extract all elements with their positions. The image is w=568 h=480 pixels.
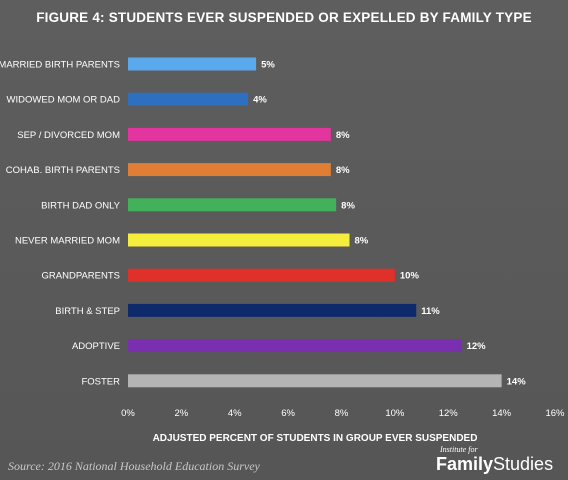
brand-logo: Institute for FamilyStudies xyxy=(436,445,558,474)
x-tick-label: 2% xyxy=(175,408,189,419)
category-label: BIRTH & STEP xyxy=(55,306,120,317)
category-label: GRANDPARENTS xyxy=(42,271,120,282)
category-label: FOSTER xyxy=(81,376,120,387)
data-label: 14% xyxy=(507,376,527,387)
category-label: ADOPTIVE xyxy=(72,341,120,352)
category-label: NEVER MARRIED MOM xyxy=(15,236,120,247)
data-label: 5% xyxy=(261,60,275,71)
bar xyxy=(128,163,331,177)
x-tick-label: 8% xyxy=(335,408,349,419)
data-label: 8% xyxy=(336,165,350,176)
bar xyxy=(128,303,417,317)
data-label: 12% xyxy=(467,341,487,352)
bar xyxy=(128,268,395,282)
brand-name-bold: Family xyxy=(436,454,494,474)
data-label: 4% xyxy=(253,95,267,106)
category-label: WIDOWED MOM OR DAD xyxy=(7,95,121,106)
x-tick-label: 14% xyxy=(492,408,512,419)
data-label: 8% xyxy=(341,200,355,211)
data-label: 8% xyxy=(336,130,350,141)
category-label: BIRTH DAD ONLY xyxy=(41,200,120,211)
bar xyxy=(128,233,350,247)
x-tick-label: 12% xyxy=(439,408,459,419)
category-label: SEP / DIVORCED MOM xyxy=(17,130,120,141)
data-label: 8% xyxy=(355,236,369,247)
bar xyxy=(128,92,249,106)
data-label: 10% xyxy=(400,271,420,282)
brand-small-text: Institute for xyxy=(440,445,478,454)
brand-name: FamilyStudies xyxy=(436,454,558,474)
chart-title: FIGURE 4: STUDENTS EVER SUSPENDED OR EXP… xyxy=(36,10,532,25)
bar xyxy=(128,374,502,388)
category-label: MARRIED BIRTH PARENTS xyxy=(0,60,120,71)
x-axis-label: ADJUSTED PERCENT OF STUDENTS IN GROUP EV… xyxy=(153,433,478,444)
bar xyxy=(128,57,257,71)
bar xyxy=(128,198,337,212)
bar xyxy=(128,127,331,141)
source-note: Source: 2016 National Household Educatio… xyxy=(8,459,260,473)
brand-name-thin: Studies xyxy=(493,454,554,474)
x-tick-label: 0% xyxy=(121,408,135,419)
bar xyxy=(128,339,462,353)
x-tick-label: 4% xyxy=(228,408,242,419)
data-label: 11% xyxy=(421,306,440,317)
x-tick-label: 6% xyxy=(281,408,295,419)
x-tick-label: 16% xyxy=(545,408,565,419)
x-tick-label: 10% xyxy=(385,408,405,419)
category-label: COHAB. BIRTH PARENTS xyxy=(6,165,120,176)
